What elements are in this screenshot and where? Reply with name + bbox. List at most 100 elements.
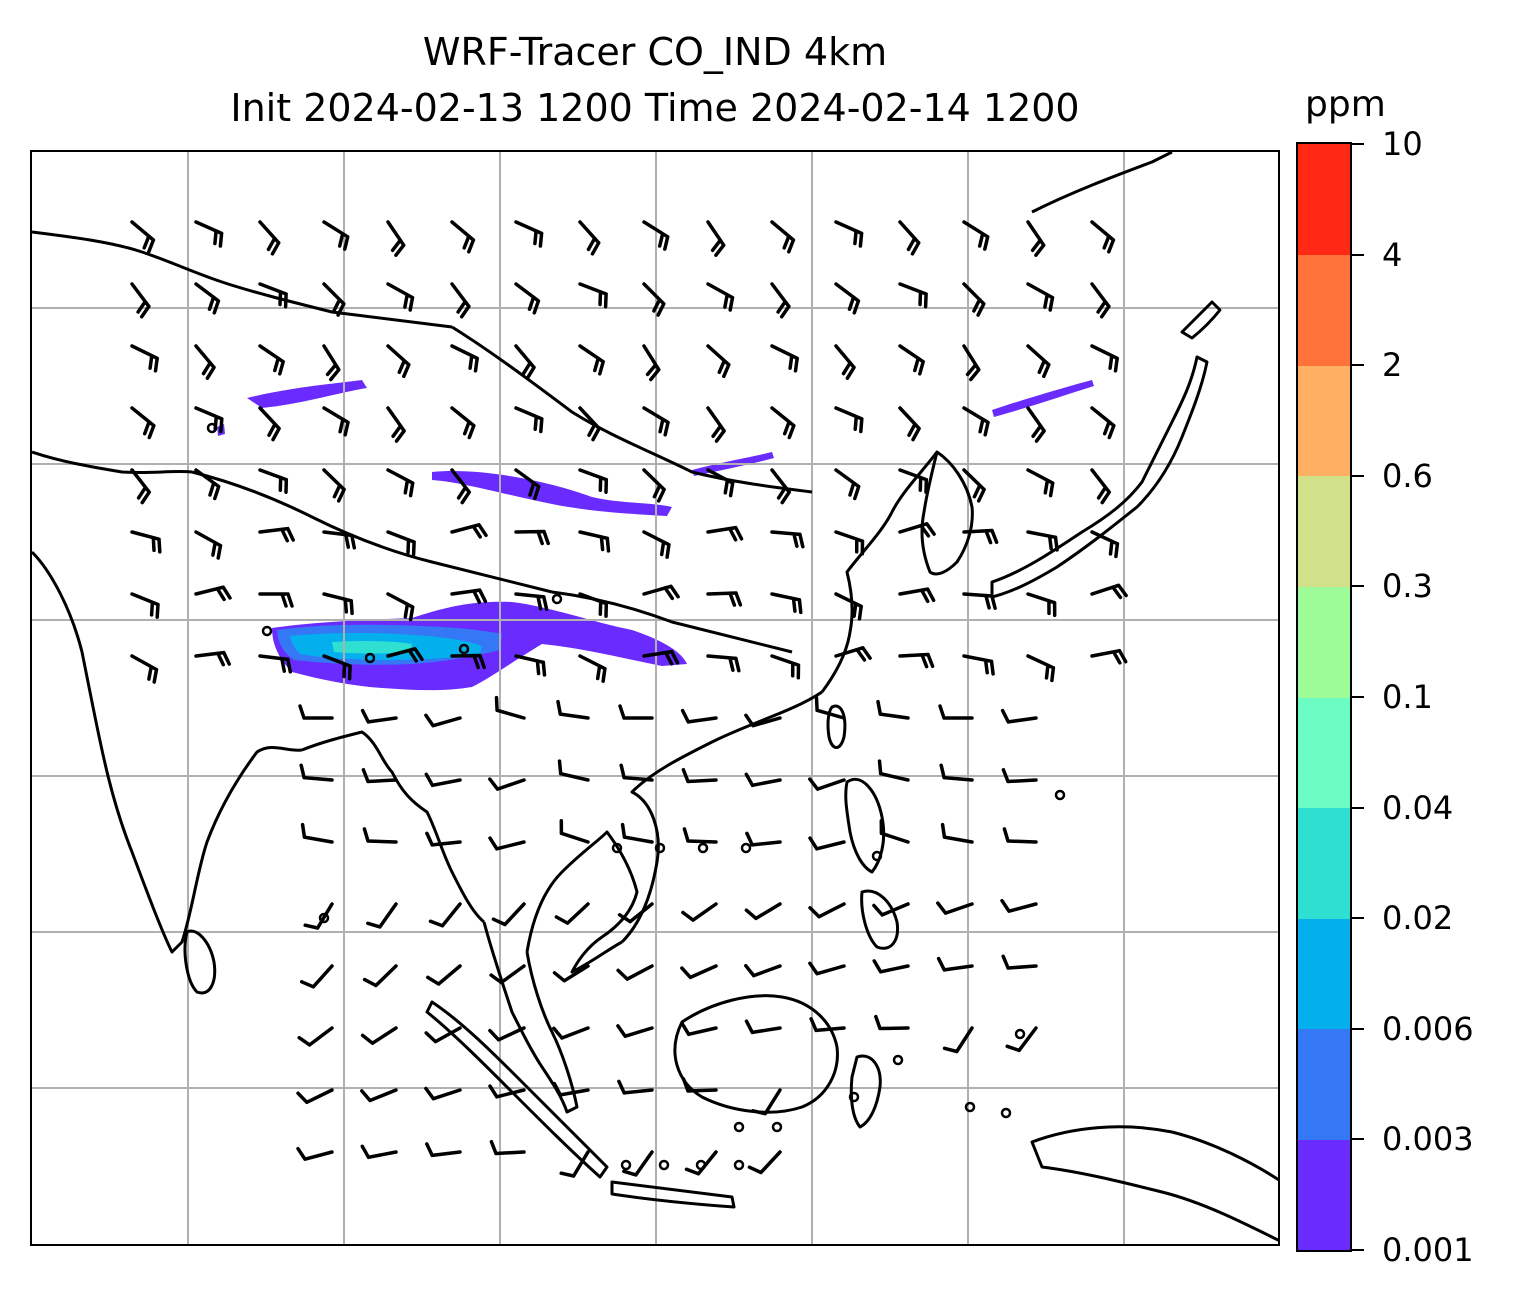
coastline-segment (191, 470, 553, 594)
wind-barb (834, 646, 872, 662)
wind-barb (450, 468, 471, 505)
wind-barb (962, 528, 999, 545)
wind-barb (514, 344, 536, 380)
wind-barb (940, 822, 974, 844)
wind-barb (514, 220, 544, 248)
wind-barb (898, 652, 935, 669)
wind-barb (386, 282, 415, 312)
wind-barb (1090, 530, 1120, 559)
calm-wind-marker (871, 850, 883, 862)
wind-barb (898, 282, 928, 309)
colorbar-segment (1298, 365, 1350, 477)
wind-barb (642, 406, 670, 437)
wind-barb (194, 344, 216, 380)
calm-wind-marker (848, 1091, 860, 1103)
colorbar-segment (1298, 697, 1350, 809)
wind-barb (962, 592, 997, 610)
wind-barb (194, 530, 223, 560)
wind-barb (578, 344, 605, 376)
wind-barb (322, 220, 350, 251)
wind-barb (360, 1026, 398, 1045)
wind-barb (552, 964, 590, 983)
map-title-line1: WRF-Tracer CO_IND 4km (422, 30, 888, 74)
wind-barb (426, 964, 462, 986)
colorbar-tick-label: 0.1 (1382, 678, 1433, 716)
wind-barb (362, 964, 398, 988)
wind-barb (450, 282, 471, 319)
tracer-plume-layer (217, 380, 1094, 691)
calm-wind-marker (695, 1159, 707, 1171)
wind-barb (322, 282, 346, 317)
wind-barb (578, 406, 601, 442)
wind-barb (809, 1017, 846, 1033)
colorbar-tick (1352, 806, 1364, 809)
wind-barb (494, 695, 526, 720)
wind-barb (898, 220, 921, 256)
wind-barb (362, 827, 398, 844)
calm-wind-marker (964, 1101, 976, 1113)
wind-barb (834, 282, 861, 315)
calm-wind-marker (733, 1159, 745, 1171)
wind-barb (1026, 220, 1046, 257)
wind-barb (1090, 220, 1116, 254)
wind-barb (680, 964, 718, 980)
wind-barb (130, 468, 151, 505)
coastline-segment (32, 450, 193, 475)
wind-barb (450, 653, 486, 670)
wind-barb (770, 592, 803, 615)
wind-barb (744, 902, 782, 921)
wind-barb (322, 530, 357, 550)
wind-barb (258, 654, 293, 674)
wind-barb (578, 530, 611, 553)
wind-barb (258, 344, 285, 376)
wind-barb (428, 902, 462, 928)
wind-barb (962, 406, 990, 437)
wind-barb (680, 708, 718, 724)
wind-barb (617, 902, 654, 924)
wind-barb (299, 763, 334, 782)
wind-barb (1090, 583, 1128, 600)
wind-barb (194, 220, 224, 248)
wind-barb (622, 1150, 654, 1177)
colorbar-tick (1352, 917, 1364, 920)
wind-barb (578, 468, 609, 494)
tracer-plume-north-west (247, 380, 367, 408)
wind-barb (834, 220, 864, 248)
wind-barb (258, 220, 281, 256)
coastline-segment (482, 921, 579, 1114)
wind-barb (942, 1026, 974, 1054)
calm-wind-marker (771, 1121, 783, 1133)
wind-barb (1026, 530, 1059, 552)
calm-wind-marker (611, 842, 623, 854)
wind-barb (706, 282, 735, 312)
wind-barb (424, 772, 462, 788)
wind-barb (491, 902, 526, 927)
wind-barb (874, 1014, 910, 1031)
wind-barb (1002, 827, 1038, 844)
wind-barb (488, 1026, 526, 1042)
wind-barb (642, 344, 661, 382)
wind-barb (936, 956, 974, 972)
wind-barb (681, 1077, 718, 1093)
wind-barb (962, 468, 986, 503)
wind-barb (834, 592, 863, 621)
wind-barb (1005, 1026, 1038, 1053)
wind-barb (877, 759, 910, 782)
calm-wind-marker (620, 1159, 632, 1171)
coastline-segment (849, 1054, 882, 1129)
coastline-segment (32, 230, 453, 329)
wind-barb (489, 964, 526, 985)
wind-barb (299, 964, 334, 989)
colorbar-tick (1352, 696, 1364, 698)
colorbar-tick-label: 0.006 (1382, 1009, 1474, 1048)
wind-barb (898, 406, 921, 442)
wind-barb (706, 591, 743, 607)
wind-barb (744, 1019, 782, 1035)
wind-barb (962, 220, 990, 251)
wind-barb (194, 468, 221, 501)
colorbar-segment (1298, 144, 1350, 256)
calm-wind-marker (697, 842, 709, 854)
wind-barb (751, 1088, 782, 1116)
colorbar-tick (1352, 253, 1364, 256)
wind-barb (872, 902, 910, 917)
